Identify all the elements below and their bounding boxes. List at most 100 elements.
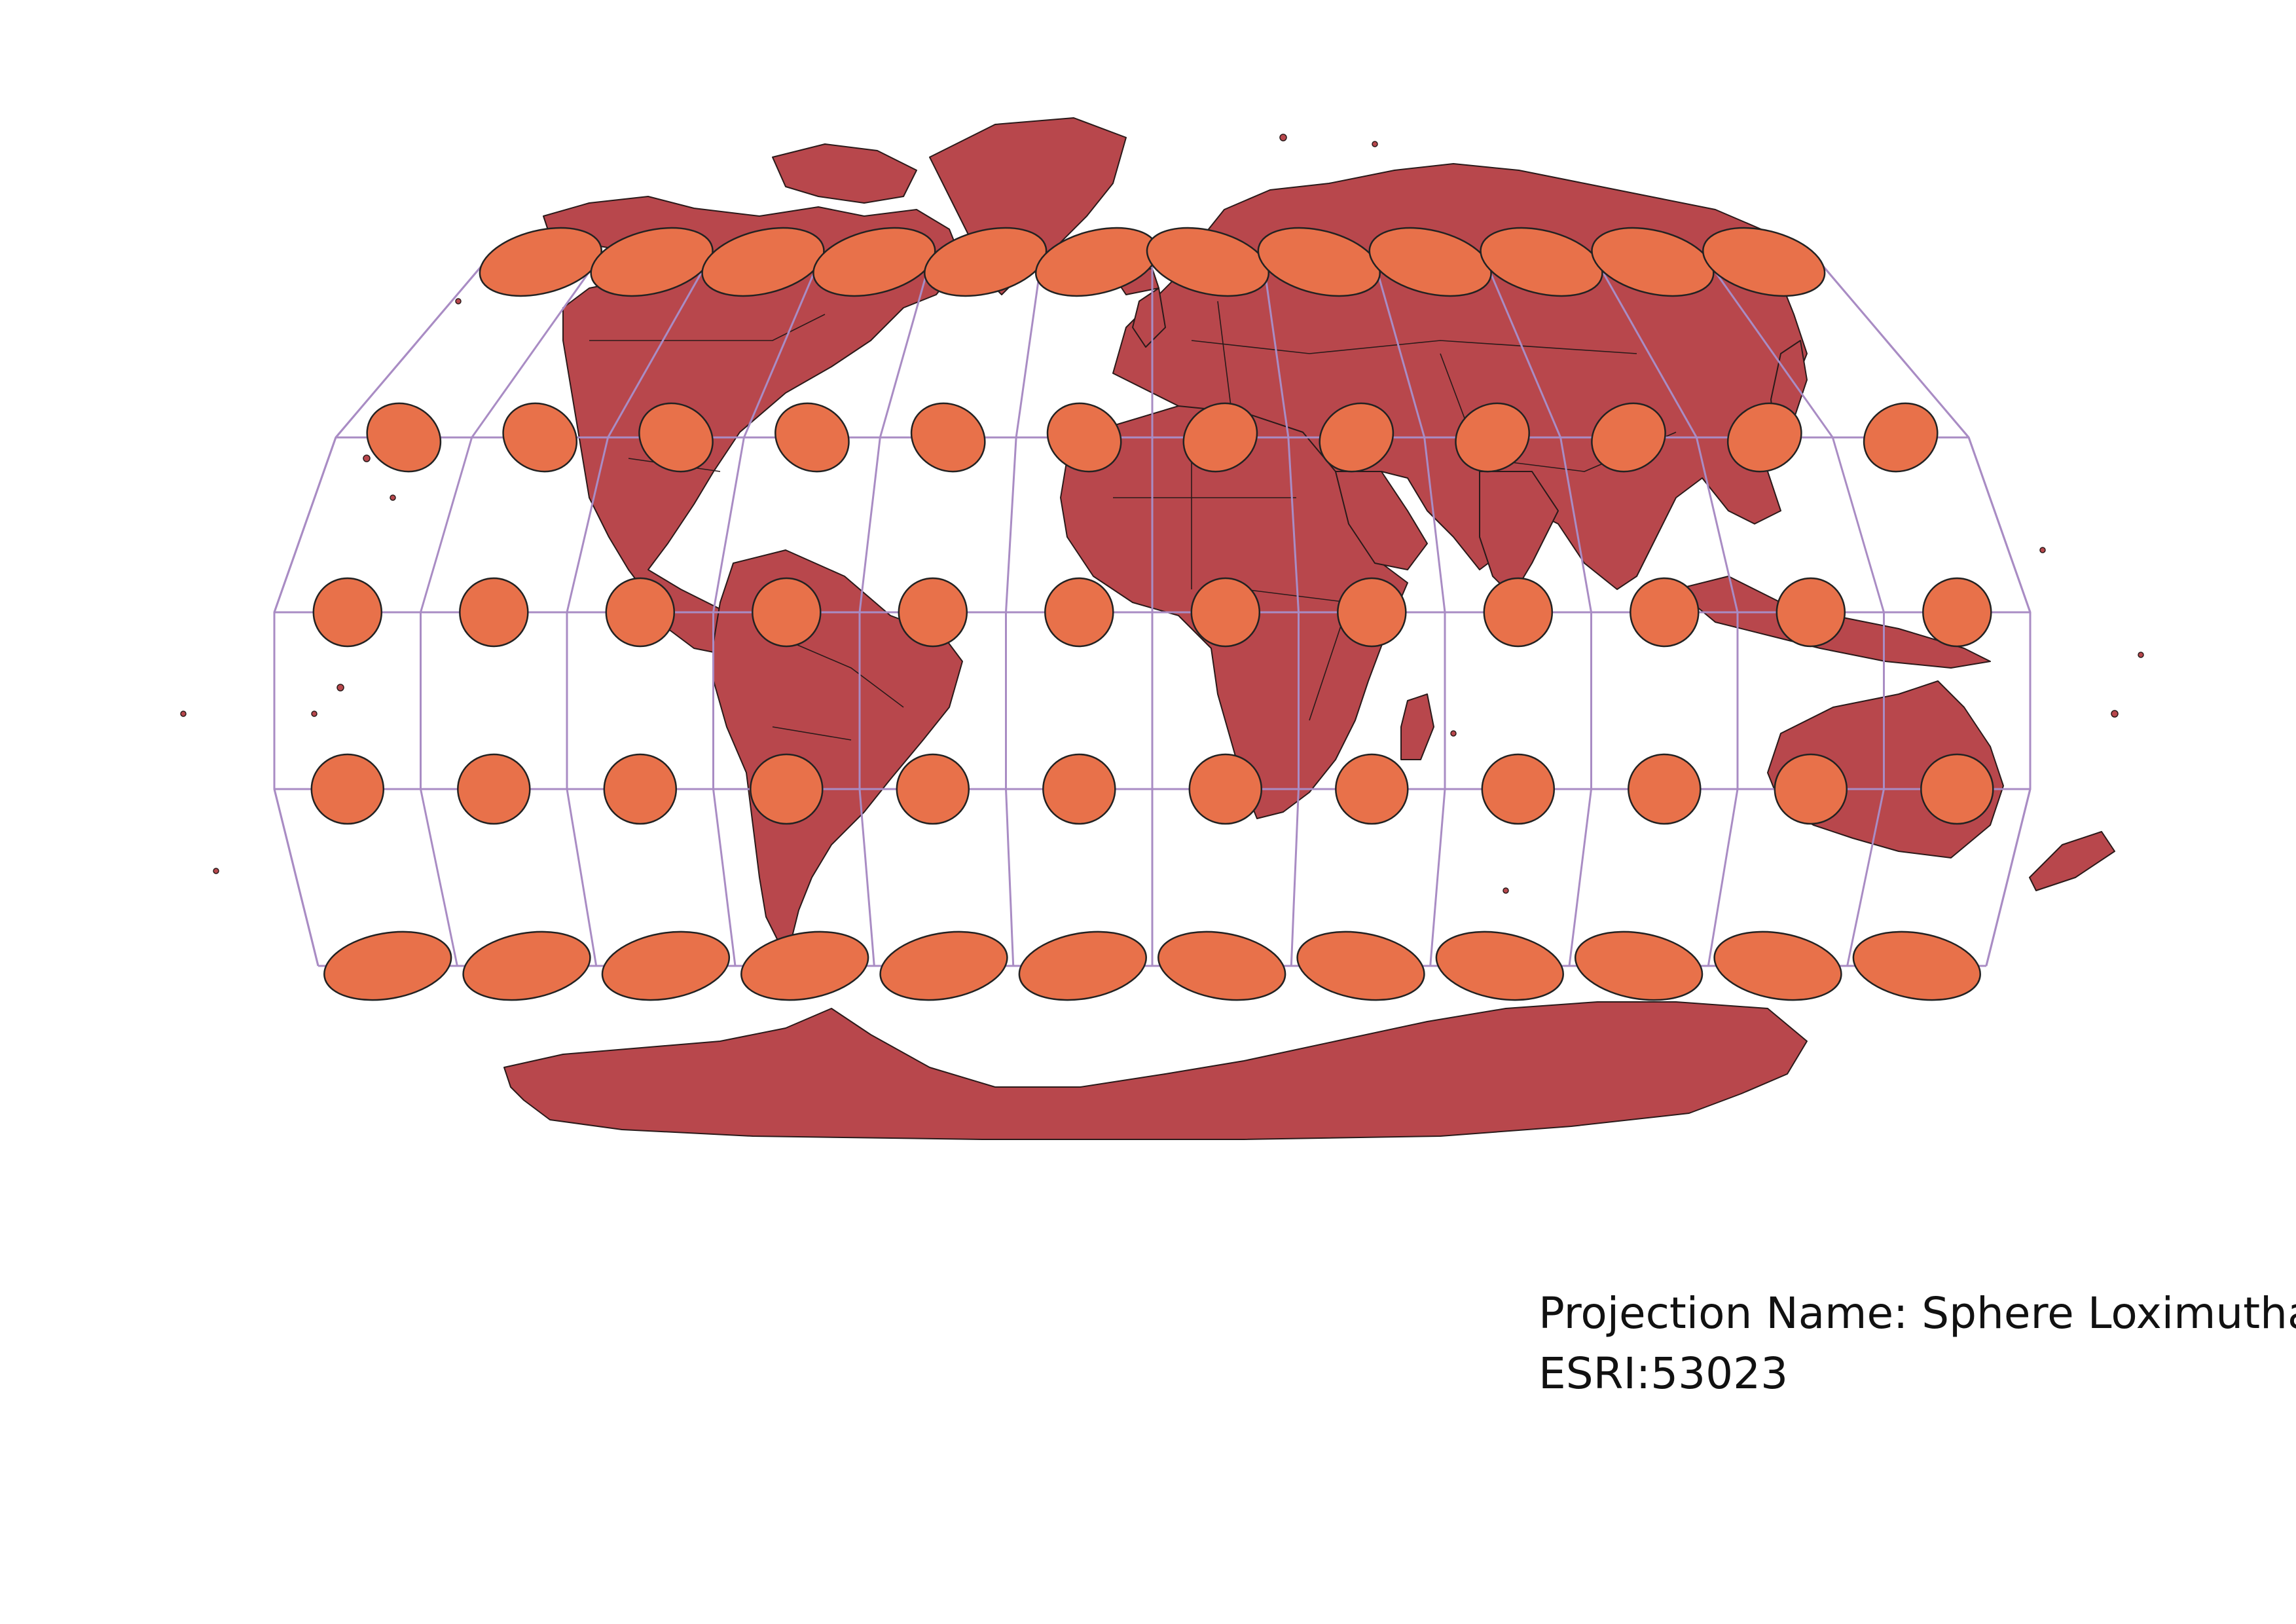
border-line [1191,340,1637,354]
tissot-indicatrix-icon [701,227,825,297]
tissot-indicatrix-icon [1920,753,1994,825]
tissot-indicatrix-icon [1481,753,1556,825]
tissot-indicatrix-icon [1863,402,1939,473]
meridian-line [566,261,708,967]
tissot-indicatrix-icon [896,753,970,825]
projection-name-label: Projection Name: Sphere Loximuthal [1539,1288,2296,1338]
tissot-indicatrix-icon [740,931,869,1001]
meridian-line [1374,261,1446,967]
meridian-line [1005,261,1042,967]
tissot-indicatrix-icon [457,753,531,825]
projection-code-label: ESRI:53023 [1539,1348,1789,1399]
tissot-indicatrices [310,227,1994,1001]
tissot-indicatrix-icon [752,577,822,648]
tissot-indicatrix-icon [1335,753,1409,825]
tissot-indicatrix-icon [1702,227,1826,297]
island [363,454,371,462]
tissot-indicatrix-icon [1455,402,1530,473]
tissot-indicatrix-icon [1368,227,1492,297]
arctic-archipelago-landmass [772,143,917,204]
tissot-indicatrix-icon [605,577,676,648]
border-line [772,726,852,741]
tissot-indicatrix-icon [603,753,678,825]
island [390,494,396,501]
tissot-indicatrix-icon [366,402,442,473]
island [1372,141,1378,147]
tissot-indicatrix-icon [1146,227,1270,297]
tissot-indicatrix-icon [1257,227,1381,297]
tissot-indicatrix-icon [1480,227,1603,297]
tissot-indicatrix-icon [1774,753,1848,825]
island [213,868,219,874]
tissot-indicatrix-icon [1574,931,1704,1001]
tissot-indicatrix-icon [1190,577,1261,648]
island [337,684,344,692]
tissot-indicatrix-icon [479,227,602,297]
tissot-indicatrix-icon [774,402,850,473]
tissot-indicatrix-icon [1337,577,1407,648]
island [1279,134,1287,141]
tissot-indicatrix-icon [1628,753,1702,825]
tissot-indicatrix-icon [1591,402,1666,473]
tissot-indicatrix-icon [910,402,986,473]
tissot-indicatrix-icon [1852,931,1981,1001]
island [2138,652,2144,658]
meridian-line [420,261,597,967]
tissot-indicatrix-icon [1922,577,1992,648]
border-line [589,314,826,341]
tissot-indicatrix-icon [1483,577,1554,648]
north-america-landmass [543,196,963,655]
tissot-indicatrix-icon [590,227,714,297]
antarctica-landmass [503,1001,1808,1140]
island [2111,710,2119,718]
tissot-indicatrix-icon [1296,931,1425,1001]
tissot-indicatrix-icon [924,227,1048,297]
arabia-landmass [1335,471,1428,570]
tissot-indicatrix-icon [1435,931,1564,1001]
madagascar-landmass [1400,693,1434,760]
island [180,710,187,717]
tissot-indicatrix-icon [1591,227,1715,297]
meridian-line [1596,261,1739,967]
projection-caption: Projection Name: Sphere Loximuthal ESRI:… [1539,1283,2296,1404]
tissot-indicatrix-icon [1319,402,1394,473]
tissot-indicatrix-icon [601,931,731,1001]
tissot-indicatrix-icon [312,577,383,648]
tissot-indicatrix-icon [1042,753,1116,825]
tissot-indicatrix-icon [812,227,936,297]
border-line [1217,301,1231,407]
tissot-indicatrix-icon [1046,402,1122,473]
british-isles-landmass [1132,287,1166,348]
graticule-boundary-line [1819,261,2032,967]
tissot-indicatrix-icon [462,931,591,1001]
graticule-boundary-line [273,261,486,967]
tissot-indicatrix-icon [502,402,578,473]
tissot-indicatrix-icon [459,577,529,648]
tissot-indicatrix-icon [898,577,968,648]
meridian-line [1485,261,1592,967]
tissot-indicatrix-icon [750,753,824,825]
island [311,710,318,717]
island [1503,887,1509,894]
island [2039,547,2046,553]
island [455,298,462,304]
tissot-indicatrix-icon [1018,931,1147,1001]
new-zealand-landmass [2029,831,2115,891]
tissot-indicatrix-icon [1713,931,1842,1001]
tissot-indicatrix-icon [638,402,714,473]
tissot-indicatrix-icon [323,931,452,1001]
tissot-indicatrix-icon [879,931,1008,1001]
tissot-indicatrix-icon [1044,577,1114,648]
tissot-indicatrix-icon [310,753,385,825]
tissot-indicatrix-icon [1776,577,1846,648]
tissot-indicatrix-icon [1630,577,1700,648]
tissot-indicatrix-icon [1188,753,1263,825]
tissot-indicatrix-icon [1182,402,1258,473]
meridian-line [858,261,931,967]
meridian-line [1262,261,1300,967]
tissot-indicatrix-icon [1726,402,1802,473]
meridian-line [712,261,820,967]
island [1450,730,1457,737]
tissot-indicatrix-icon [1157,931,1286,1001]
